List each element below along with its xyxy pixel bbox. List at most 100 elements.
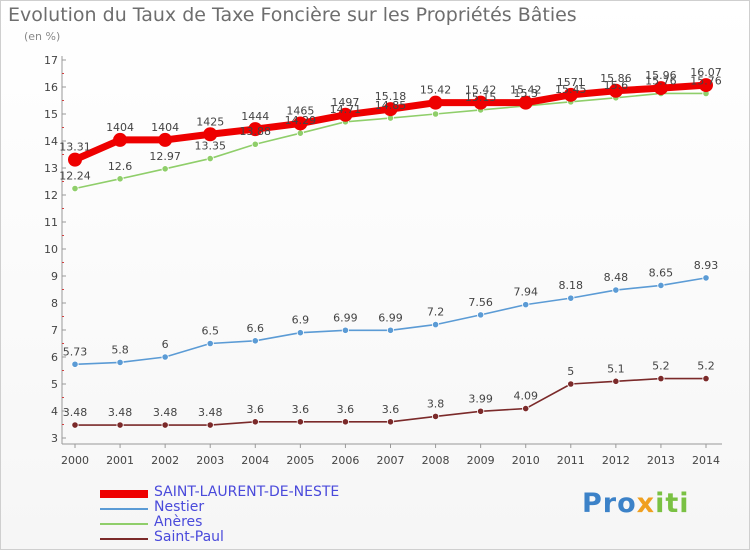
data-point [341,418,350,426]
data-label: 15.3 [513,87,538,100]
data-label: 6 [162,338,169,351]
x-tick-label: 2010 [512,454,540,467]
y-tick-label: 3 [51,432,58,445]
data-label: 13.31 [59,141,91,154]
data-point [657,374,665,383]
data-point [522,301,530,309]
data-point [296,418,304,426]
legend-swatch [100,537,148,540]
data-point [248,122,263,137]
data-point [612,377,620,385]
x-tick-label: 2006 [331,454,359,467]
x-tick-label: 2009 [467,454,495,467]
data-label: 12.97 [149,150,181,163]
y-tick-label: 9 [51,270,58,283]
data-point [702,274,710,282]
y-tick-label: 14 [44,135,58,148]
data-point [113,132,128,147]
data-point [431,412,440,420]
y-tick-label: 4 [51,405,58,418]
data-label: 1404 [106,121,134,134]
data-label: 15.42 [510,84,542,97]
chart-subtitle: (en %) [24,30,61,43]
y-tick-label: 8 [51,297,58,310]
data-label: 1465 [286,104,314,117]
data-label: 12.6 [108,160,133,173]
data-point [383,102,398,117]
data-label: 6.99 [378,311,403,324]
data-label: 3.6 [382,403,400,416]
data-point [71,360,79,368]
data-point [68,152,82,167]
data-label: 6.6 [247,322,265,335]
data-label: 15.76 [645,74,677,87]
data-point [116,175,124,183]
y-tick-label: 5 [51,378,58,391]
x-tick-label: 2012 [602,454,630,467]
data-label: 8.48 [604,271,629,284]
data-label: 1404 [151,121,179,134]
data-label: 15.76 [690,74,722,87]
legend-label: SAINT-LAURENT-DE-NESTE [154,484,340,500]
data-point [653,81,668,96]
legend-label: Anères [154,514,203,530]
x-tick-label: 2000 [61,454,89,467]
data-label: 14.85 [375,99,407,112]
data-label: 8.65 [649,266,674,279]
data-point [567,380,575,388]
data-point [477,407,485,415]
data-label: 15.45 [555,83,587,96]
y-tick-label: 11 [44,216,58,229]
data-point [477,311,485,319]
data-label: 3.48 [63,406,88,419]
data-label: 5.8 [111,343,129,356]
data-point [567,294,575,302]
data-point [293,116,308,131]
y-tick-label: 10 [44,243,58,256]
data-label: 3.48 [198,406,223,419]
data-label: 7.56 [468,296,493,309]
x-tick-label: 2001 [106,454,134,467]
data-point [116,358,124,366]
data-label: 14.29 [285,114,317,127]
y-tick-label: 15 [44,108,58,121]
data-label: 1497 [331,96,359,109]
data-point [251,418,259,426]
data-label: 5.2 [652,360,670,373]
data-point [386,326,395,334]
data-point [431,110,440,118]
x-tick-label: 2008 [422,454,450,467]
data-label: 5 [567,365,574,378]
data-label: 7.2 [427,306,445,319]
data-label: 15.18 [375,90,407,103]
y-tick-label: 6 [51,351,58,364]
data-label: 1425 [196,115,224,128]
data-label: 6.99 [333,311,358,324]
x-tick-label: 2007 [377,454,405,467]
data-point [608,83,623,98]
data-point [203,127,218,142]
data-label: 13.88 [240,125,272,138]
data-label: 15.86 [600,72,632,85]
data-point [612,286,620,294]
proxiti-logo: Proxiti [582,488,690,519]
data-point [699,78,713,93]
data-label: 15.42 [420,84,452,97]
data-label: 5.1 [607,362,625,375]
x-tick-label: 2002 [151,454,179,467]
data-label: 15.42 [465,84,497,97]
y-tick-label: 12 [44,189,58,202]
data-label: 3.6 [247,403,265,416]
data-point [161,353,169,361]
data-point [206,339,214,348]
data-point [702,374,710,383]
data-label: 15.6 [604,79,629,92]
data-label: 3.48 [153,406,178,419]
legend-swatch [100,507,148,510]
chart-title: Evolution du Taux de Taxe Foncière sur l… [8,4,577,26]
data-label: 1444 [241,110,269,123]
data-label: 13.35 [194,140,226,153]
legend-swatch [100,522,148,525]
data-label: 3.6 [337,403,355,416]
